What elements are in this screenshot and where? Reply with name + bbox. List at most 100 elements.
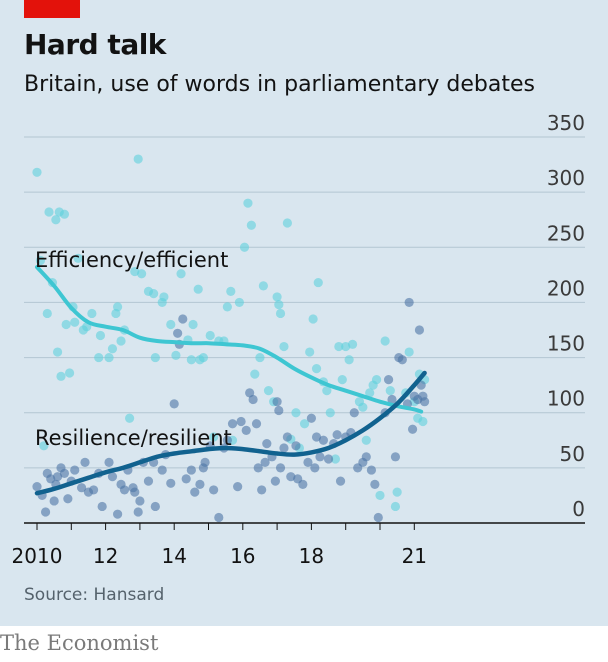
- resilience-point: [272, 397, 282, 407]
- efficiency-point: [380, 336, 390, 346]
- resilience-point: [291, 441, 301, 451]
- efficiency-point: [104, 352, 114, 363]
- x-tick-label: 2010: [12, 544, 63, 568]
- resilience-point: [373, 512, 383, 523]
- resilience-point: [52, 472, 63, 482]
- resilience-point: [200, 457, 210, 467]
- resilience-point: [233, 482, 243, 492]
- efficiency-point: [94, 352, 104, 363]
- resilience-point: [315, 452, 325, 462]
- resilience-point: [407, 424, 418, 434]
- efficiency-point: [209, 432, 219, 442]
- resilience-point: [133, 507, 143, 517]
- resilience-point: [130, 487, 140, 497]
- chart-plot: 0 50 100 150 200 250 300 350 2010 12 14 16 18 21 Effi…: [12, 111, 585, 568]
- resilience-point: [70, 465, 80, 475]
- efficiency-point: [371, 375, 382, 385]
- efficiency-point: [39, 441, 49, 451]
- efficiency-point: [52, 347, 63, 357]
- y-tick-label: 250: [547, 221, 585, 245]
- efficiency-point: [375, 490, 385, 501]
- resilience-point: [157, 465, 167, 475]
- resilience-point: [253, 463, 263, 473]
- x-tick-label: 16: [230, 544, 255, 568]
- y-tick-label: 200: [547, 276, 585, 300]
- chart-subtitle: Britain, use of words in parliamentary d…: [24, 72, 535, 97]
- resilience-point: [298, 479, 308, 489]
- resilience-point: [97, 501, 107, 512]
- efficiency-point: [390, 501, 401, 512]
- source-note: Source: Hansard: [24, 585, 165, 605]
- efficiency-point: [64, 368, 75, 378]
- y-tick-label: 150: [547, 332, 585, 356]
- efficiency-point: [95, 330, 106, 341]
- efficiency-point: [234, 297, 244, 308]
- resilience-dots: [32, 297, 430, 523]
- resilience-point: [107, 472, 118, 482]
- efficiency-point: [42, 308, 52, 319]
- efficiency-point: [205, 330, 215, 341]
- efficiency-point: [32, 167, 42, 177]
- x-tick-label: 12: [93, 544, 118, 568]
- efficiency-point: [404, 347, 414, 357]
- efficiency-point: [198, 352, 208, 363]
- efficiency-point: [299, 419, 310, 429]
- resilience-point: [275, 463, 286, 473]
- resilience-point: [332, 430, 342, 440]
- resilience-point: [257, 485, 267, 495]
- efficiency-point: [193, 284, 203, 294]
- resilience-point: [366, 465, 377, 475]
- efficiency-point: [44, 207, 54, 217]
- efficiency-point: [226, 286, 236, 296]
- resilience-point: [227, 419, 238, 429]
- resilience-point: [303, 457, 313, 467]
- efficiency-point: [239, 242, 250, 252]
- axes: 0 50 100 150 200 250 300 350 2010 12 14 16 18 21: [12, 111, 585, 568]
- efficiency-point: [313, 277, 323, 288]
- resilience-point: [113, 509, 123, 519]
- efficiency-point: [188, 319, 198, 330]
- efficiency-point: [137, 269, 147, 279]
- resilience-point: [195, 479, 205, 489]
- resilience-point: [49, 496, 59, 506]
- efficiency-point: [133, 154, 143, 164]
- resilience-point: [40, 507, 51, 517]
- efficiency-point: [150, 352, 160, 363]
- efficiency-point: [365, 388, 375, 398]
- trend-lines: [34, 265, 427, 496]
- efficiency-point: [272, 292, 282, 302]
- efficiency-point: [308, 314, 318, 324]
- resilience-point: [349, 408, 359, 418]
- efficiency-point: [258, 281, 268, 291]
- resilience-point: [311, 432, 322, 442]
- resilience-point: [274, 405, 284, 416]
- efficiency-series-label: Efficiency/efficient: [35, 248, 228, 272]
- x-tick-label: 21: [402, 544, 427, 568]
- efficiency-point: [305, 347, 315, 357]
- chart-title: Hard talk: [24, 28, 166, 61]
- resilience-point: [80, 457, 90, 467]
- resilience-point: [119, 485, 130, 495]
- efficiency-point: [116, 336, 126, 346]
- resilience-point: [169, 399, 179, 409]
- efficiency-point: [330, 454, 341, 464]
- efficiency-point: [159, 292, 169, 302]
- resilience-point: [135, 496, 145, 506]
- efficiency-point: [334, 341, 344, 352]
- efficiency-point: [35, 255, 46, 266]
- resilience-point: [335, 476, 346, 486]
- resilience-point: [414, 325, 425, 335]
- resilience-point: [181, 474, 191, 484]
- efficiency-point: [250, 369, 260, 379]
- chart-card: [0, 0, 608, 626]
- efficiency-point: [149, 289, 159, 299]
- resilience-point: [282, 432, 292, 442]
- resilience-point: [76, 483, 87, 493]
- efficiency-point: [274, 300, 284, 310]
- resilience-point: [222, 435, 232, 445]
- y-tick-label: 0: [572, 497, 585, 521]
- resilience-point: [173, 328, 183, 338]
- resilience-point: [186, 465, 196, 475]
- series-labels: Efficiency/efficient Resilience/resilient: [35, 248, 232, 450]
- resilience-point: [190, 487, 200, 497]
